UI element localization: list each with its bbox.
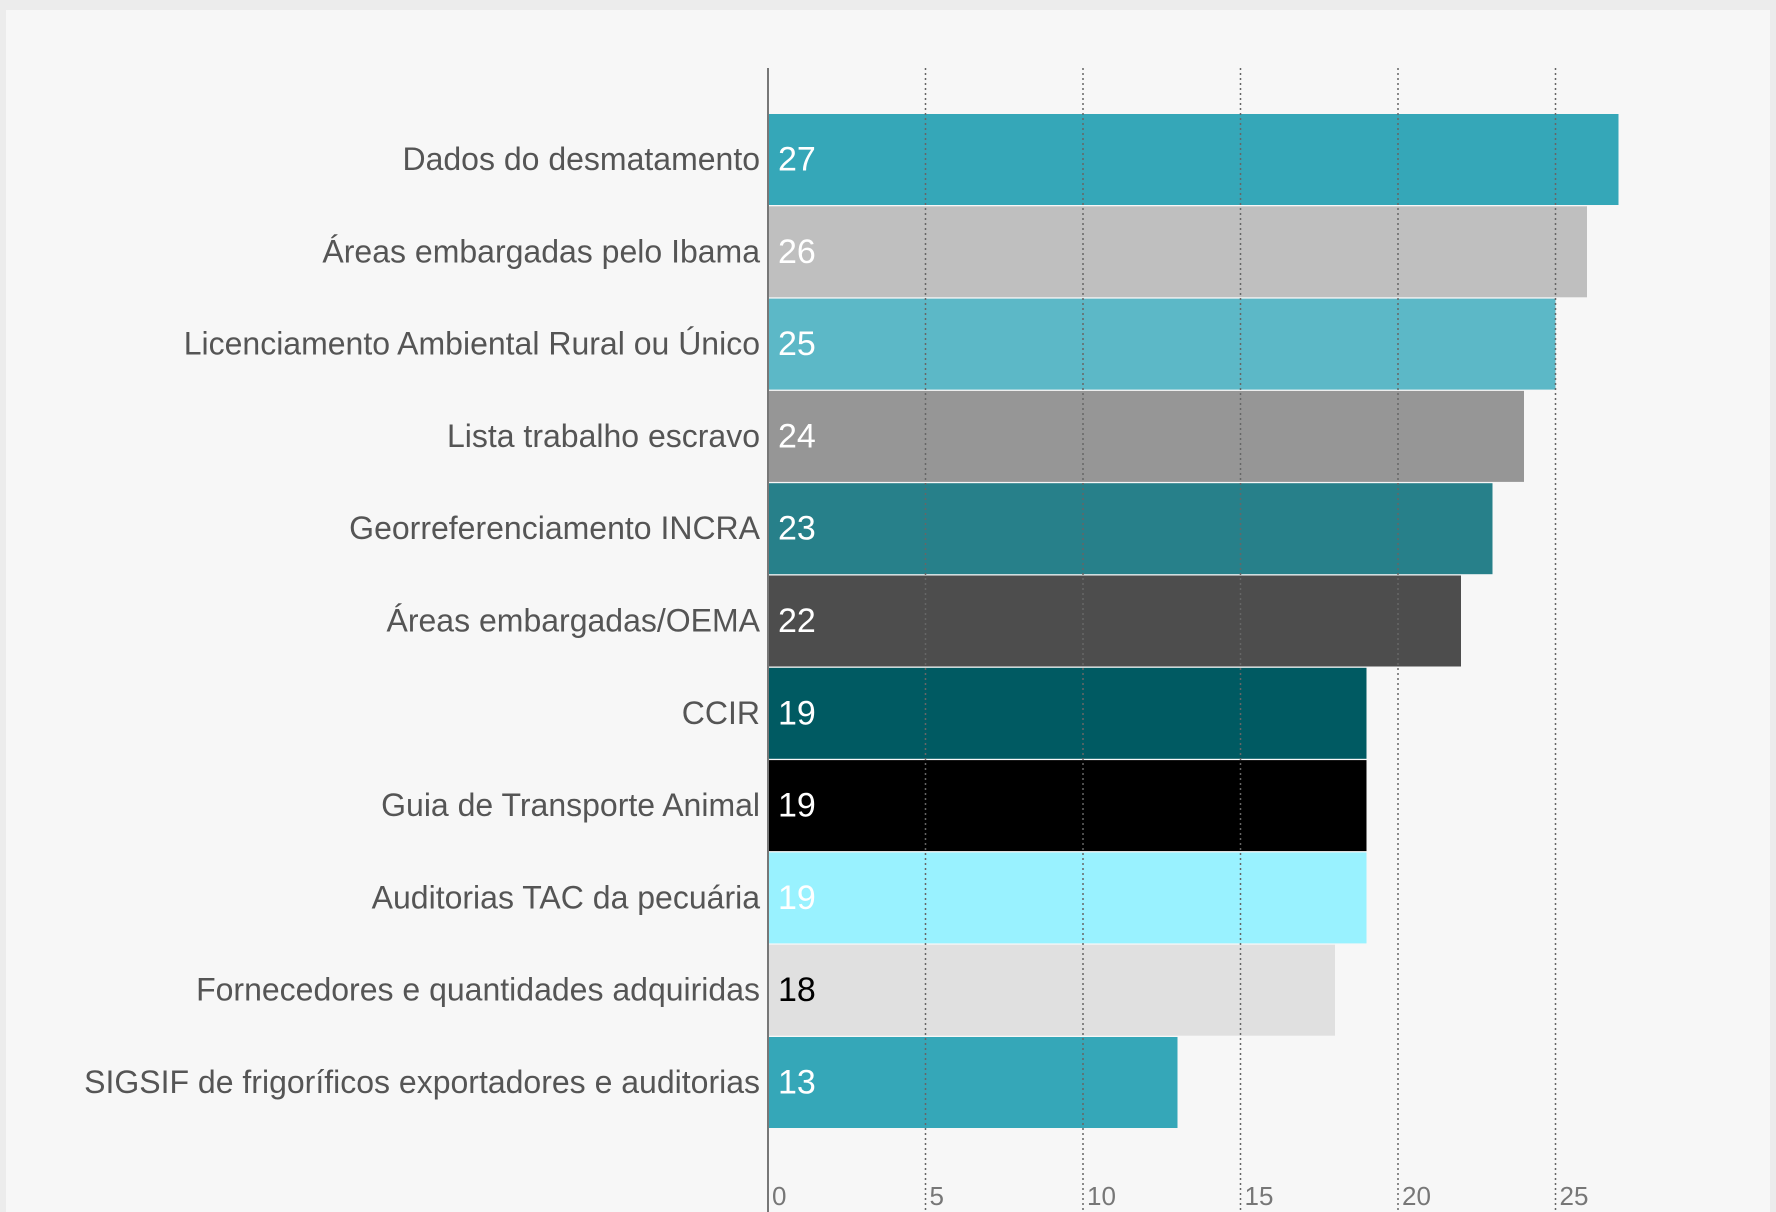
x-tick-label: 5 [930,1181,944,1211]
x-tick-label: 20 [1402,1181,1431,1211]
category-label: Dados do desmatamento [402,141,760,177]
category-label: Licenciamento Ambiental Rural ou Único [184,326,760,362]
bar [768,206,1587,298]
bar-value-label: 26 [778,233,816,271]
bar-value-label: 13 [778,1063,816,1101]
bar-value-label: 25 [778,325,816,363]
bar [768,667,1367,759]
category-label: Lista trabalho escravo [447,418,760,454]
bar-value-label: 23 [778,510,816,548]
x-tick-label: 0 [772,1181,786,1211]
bar-value-label: 24 [778,417,816,455]
bar-value-label: 27 [778,140,816,178]
bar-value-label: 22 [778,602,816,640]
bar [768,1037,1178,1128]
bar-value-label: 19 [778,694,816,732]
category-label: Guia de Transporte Animal [381,787,760,823]
x-tick-label: 15 [1245,1181,1274,1211]
category-label: Georreferenciamento INCRA [349,510,760,546]
category-label: Áreas embargadas/OEMA [387,602,761,638]
bar [768,390,1524,482]
x-tick-label: 25 [1560,1181,1589,1211]
bar [768,298,1556,390]
category-label: Fornecedores e quantidades adquiridas [196,972,760,1008]
x-tick-label: 10 [1087,1181,1116,1211]
category-label: SIGSIF de frigoríficos exportadores e au… [84,1064,760,1100]
bar [768,760,1367,852]
bar-value-label: 19 [778,879,816,917]
category-label: CCIR [682,695,760,731]
bar [768,483,1493,575]
bar [768,944,1335,1036]
bar-value-label: 19 [778,787,816,825]
bar [768,114,1619,205]
bar [768,852,1367,944]
bar-value-label: 18 [778,971,816,1009]
category-label: Auditorias TAC da pecuária [372,879,761,915]
category-label: Áreas embargadas pelo Ibama [322,233,760,269]
bar [768,575,1461,667]
